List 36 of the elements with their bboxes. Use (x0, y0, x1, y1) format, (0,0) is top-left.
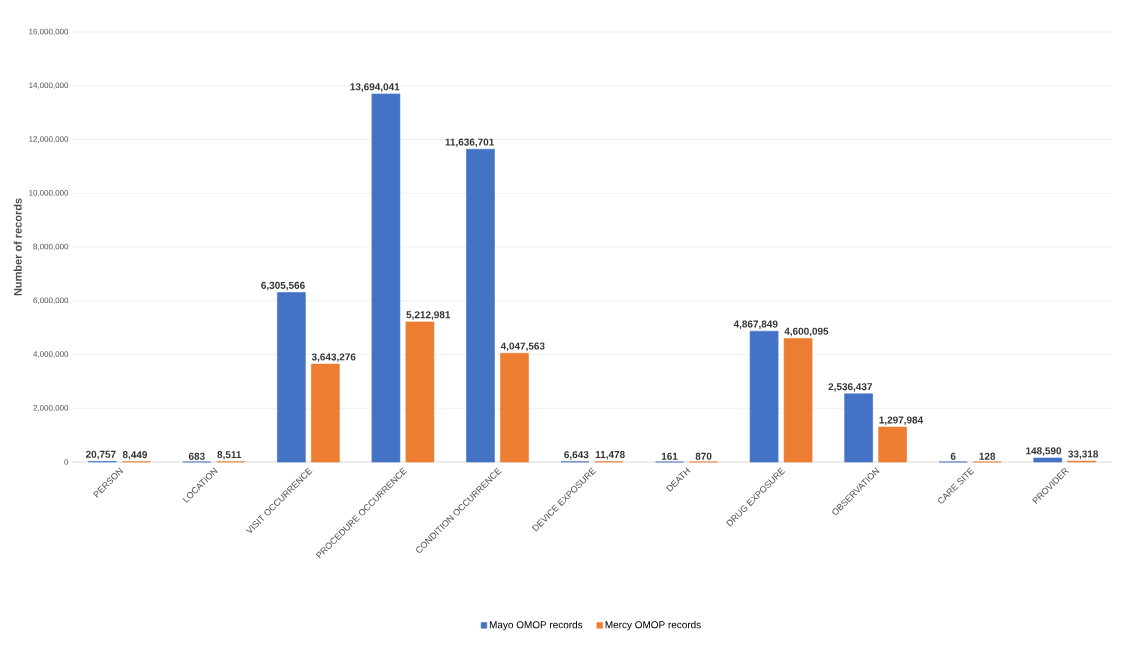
data-label: 6,643 (564, 451, 589, 460)
data-label: 3,643,276 (311, 353, 356, 362)
data-label: 8,449 (122, 451, 148, 460)
data-label: 148,590 (1026, 447, 1062, 456)
y-axis-title: Number of records (13, 198, 22, 296)
data-label: 11,478 (595, 451, 625, 460)
bar (500, 352, 529, 463)
bar (277, 292, 306, 463)
legend-label: Mercy OMOP records (605, 620, 701, 631)
bar (311, 363, 340, 463)
data-label: 13,694,041 (350, 83, 400, 92)
bar (371, 93, 401, 463)
data-label: 11,636,701 (445, 138, 494, 148)
data-label: 4,867,849 (733, 320, 778, 329)
data-label: 5,212,981 (406, 311, 451, 320)
data-label: 8,511 (217, 451, 242, 460)
data-label: 6 (950, 452, 956, 460)
bar (783, 338, 813, 463)
bar (844, 393, 873, 463)
data-label: 4,600,095 (784, 327, 829, 337)
bar (466, 148, 495, 463)
bar (878, 426, 907, 463)
data-label: 2,536,437 (828, 383, 872, 392)
data-label: 870 (695, 452, 712, 460)
legend-label: Mayo OMOP records (489, 620, 583, 631)
data-label: 128 (979, 452, 996, 460)
data-label: 20,757 (85, 450, 116, 460)
bar (1033, 457, 1063, 463)
bar (405, 321, 435, 463)
bar (749, 330, 779, 463)
data-label: 4,047,563 (500, 342, 545, 352)
data-label: 33,318 (1068, 450, 1099, 459)
data-label: 161 (661, 452, 678, 460)
data-label: 1,297,984 (879, 416, 924, 425)
data-label: 6,305,566 (261, 281, 305, 291)
data-label: 683 (188, 452, 205, 460)
